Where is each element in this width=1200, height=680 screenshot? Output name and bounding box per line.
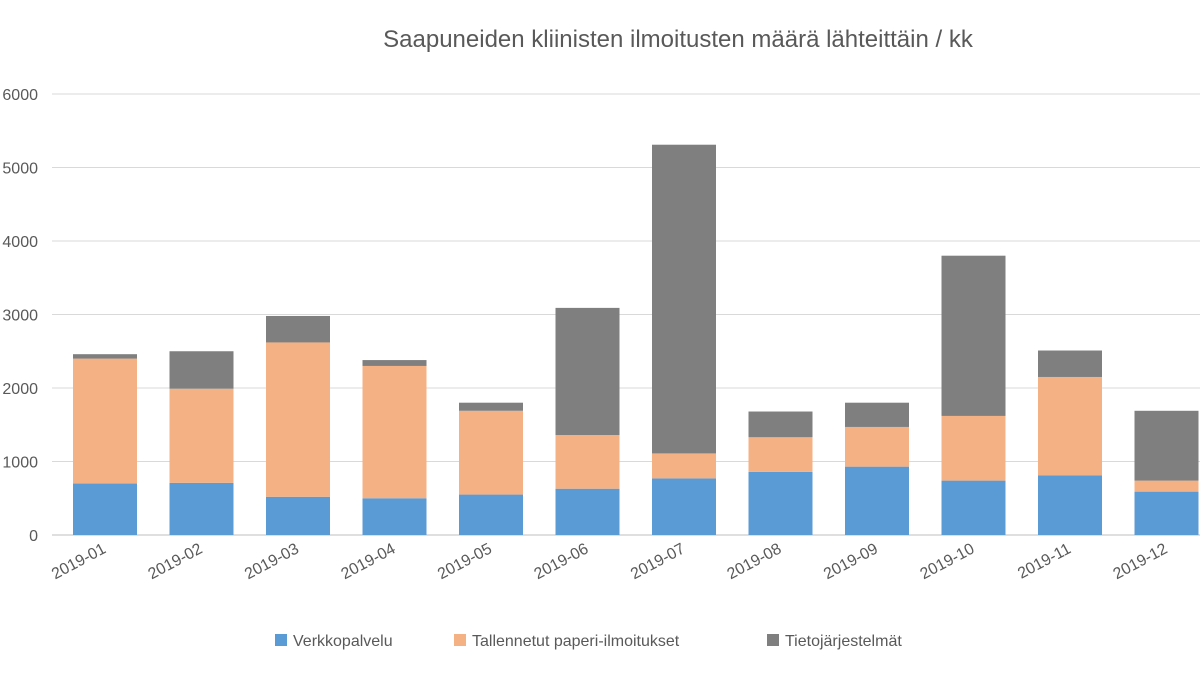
- gridlines: [52, 93, 1200, 536]
- bar-segment: [459, 494, 523, 535]
- legend-swatch: [275, 634, 287, 646]
- bar-segment: [1134, 491, 1199, 535]
- bar-segment: [362, 365, 427, 499]
- x-tick-label: 2019-05: [435, 540, 495, 583]
- y-tick-label: 0: [29, 528, 38, 545]
- bar-segment: [555, 307, 620, 436]
- legend-swatch: [454, 634, 466, 646]
- bar-segment: [652, 478, 716, 535]
- y-tick-label: 5000: [2, 161, 38, 178]
- bar-segment: [459, 402, 523, 411]
- y-axis: 0 1000 2000 3000 4000 5000 6000: [2, 87, 38, 545]
- bar-segment: [1134, 480, 1199, 492]
- x-tick-label: 2019-07: [628, 540, 688, 583]
- y-tick-label: 1000: [2, 455, 38, 472]
- bar-segment: [652, 453, 716, 479]
- chart-title: Saapuneiden kliinisten ilmoitusten määrä…: [383, 26, 973, 53]
- legend-label: Tietojärjestelmät: [785, 633, 902, 650]
- bar-segment: [748, 411, 813, 438]
- bar-segment: [748, 437, 813, 472]
- x-tick-label: 2019-03: [242, 540, 302, 583]
- x-tick-label: 2019-06: [532, 540, 592, 583]
- bar-segment: [555, 435, 620, 489]
- bar-segment: [555, 488, 620, 535]
- x-tick-label: 2019-08: [725, 540, 785, 583]
- bar-segment: [941, 415, 1006, 481]
- bar-segment: [845, 426, 909, 467]
- bar-segment: [1038, 475, 1102, 535]
- bar-segment: [266, 315, 330, 343]
- y-tick-label: 3000: [2, 308, 38, 325]
- bar-segment: [266, 342, 330, 497]
- y-tick-label: 2000: [2, 381, 38, 398]
- bar-segment: [845, 466, 909, 535]
- x-tick-label: 2019-02: [146, 540, 206, 583]
- legend-label: Tallennetut paperi-ilmoitukset: [472, 633, 680, 650]
- legend-label: Verkkopalvelu: [293, 633, 393, 650]
- legend-swatch: [767, 634, 779, 646]
- x-tick-label: 2019-11: [1015, 540, 1074, 582]
- bar-segment: [459, 410, 523, 495]
- bar-segment: [1038, 376, 1102, 476]
- bar-segment: [941, 480, 1006, 535]
- x-tick-label: 2019-09: [821, 540, 881, 583]
- x-tick-label: 2019-01: [49, 540, 109, 583]
- x-tick-label: 2019-12: [1111, 540, 1171, 583]
- bar-segment: [266, 496, 330, 535]
- legend: Verkkopalvelu Tallennetut paperi-ilmoituk…: [275, 633, 902, 650]
- bar-segment: [1038, 350, 1102, 377]
- bar-segment: [73, 483, 137, 535]
- bar-segment: [748, 471, 813, 535]
- x-tick-label: 2019-04: [339, 540, 399, 583]
- bar-segment: [169, 482, 234, 535]
- bar-segment: [652, 144, 716, 454]
- bar-segment: [362, 360, 427, 366]
- bars: [73, 144, 1199, 535]
- y-tick-label: 6000: [2, 87, 38, 104]
- x-tick-label: 2019-10: [918, 540, 978, 583]
- bar-segment: [1134, 410, 1199, 481]
- x-axis: 2019-01 2019-02 2019-03 2019-04 2019-05 2019-…: [49, 540, 1170, 583]
- bar-segment: [169, 351, 234, 389]
- bar-segment: [73, 354, 137, 359]
- bar-segment: [169, 388, 234, 483]
- bar-segment: [845, 402, 909, 427]
- y-tick-label: 4000: [2, 234, 38, 251]
- bar-segment: [73, 358, 137, 484]
- bar-segment: [941, 255, 1006, 416]
- bar-segment: [362, 498, 427, 535]
